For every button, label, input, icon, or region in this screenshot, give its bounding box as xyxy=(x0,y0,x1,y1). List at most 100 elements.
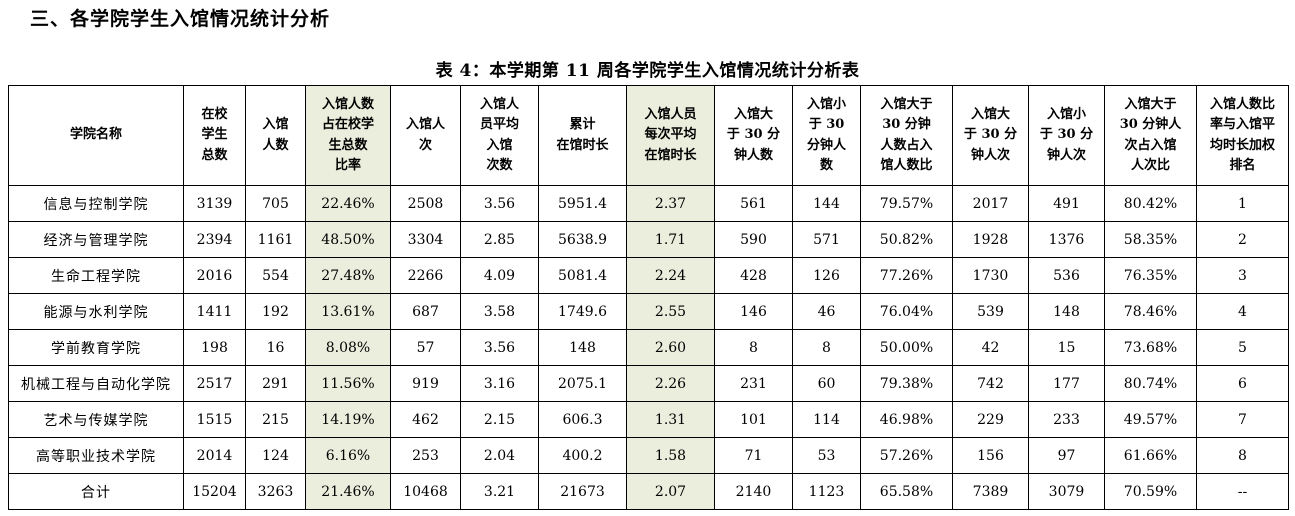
data-cell: 606.3 xyxy=(538,401,627,438)
data-cell: 2.55 xyxy=(626,293,715,330)
data-cell: 3263 xyxy=(245,473,306,510)
data-cell: 571 xyxy=(792,221,861,258)
data-cell: 46 xyxy=(792,293,861,330)
data-cell: 3304 xyxy=(390,221,461,258)
column-header: 在校 学生 总数 xyxy=(183,85,246,186)
data-cell: 73.68% xyxy=(1104,329,1197,366)
data-cell: 16 xyxy=(245,329,306,366)
data-cell: 5951.4 xyxy=(538,185,627,222)
data-cell: 229 xyxy=(952,401,1029,438)
library-entry-stats-table: 学院名称 在校 学生 总数 入馆 人数 入馆人数 占在校学 生总数 比率 入馆人 次入馆… xyxy=(8,85,1289,510)
data-cell: 101 xyxy=(714,401,793,438)
data-cell: 5 xyxy=(1196,329,1289,366)
data-cell: 65.58% xyxy=(860,473,953,510)
college-name-cell: 合计 xyxy=(8,473,184,510)
data-cell: 61.66% xyxy=(1104,437,1197,474)
data-cell: 8.08% xyxy=(305,329,391,366)
data-cell: 2075.1 xyxy=(538,365,627,402)
data-cell: 124 xyxy=(245,437,306,474)
data-cell: 48.50% xyxy=(305,221,391,258)
data-cell: 3.21 xyxy=(460,473,539,510)
table-row: 艺术与传媒学院 1515 215 14.19% 462 2.15 606.3 1.31 101 1… xyxy=(8,401,1289,438)
data-cell: 58.35% xyxy=(1104,221,1197,258)
data-cell: 1.58 xyxy=(626,437,715,474)
table-caption: 表 4：本学期第 11 周各学院学生入馆情况统计分析表 xyxy=(435,61,860,81)
data-cell: 2.60 xyxy=(626,329,715,366)
college-name-cell: 信息与控制学院 xyxy=(8,185,184,222)
data-cell: 428 xyxy=(714,257,793,294)
data-cell: 114 xyxy=(792,401,861,438)
table-row: 学前教育学院 198 16 8.08% 57 3.56 148 2.60 8 8 50.00% 42 1… xyxy=(8,329,1289,366)
college-name-cell: 生命工程学院 xyxy=(8,257,184,294)
data-cell: 231 xyxy=(714,365,793,402)
data-cell: 42 xyxy=(952,329,1029,366)
data-cell: 15204 xyxy=(183,473,246,510)
table-row: 经济与管理学院 2394 1161 48.50% 3304 2.85 5638.9 1.71 5… xyxy=(8,221,1289,258)
data-cell: 2517 xyxy=(183,365,246,402)
data-cell: 7 xyxy=(1196,401,1289,438)
data-cell: 21.46% xyxy=(305,473,391,510)
table-body: 信息与控制学院 3139 705 22.46% 2508 3.56 5951.4 2.37 56… xyxy=(8,185,1289,510)
data-cell: 3.56 xyxy=(460,185,539,222)
section-title: 三、各学院学生入馆情况统计分析 xyxy=(30,8,331,30)
data-cell: 1749.6 xyxy=(538,293,627,330)
data-cell: 8 xyxy=(714,329,793,366)
data-cell: 1928 xyxy=(952,221,1029,258)
data-cell: 590 xyxy=(714,221,793,258)
college-name-cell: 艺术与传媒学院 xyxy=(8,401,184,438)
data-cell: 71 xyxy=(714,437,793,474)
data-cell: 2017 xyxy=(952,185,1029,222)
data-cell: 215 xyxy=(245,401,306,438)
data-cell: 148 xyxy=(1028,293,1105,330)
data-cell: 2.04 xyxy=(460,437,539,474)
college-name-cell: 机械工程与自动化学院 xyxy=(8,365,184,402)
data-cell: 80.74% xyxy=(1104,365,1197,402)
data-cell: 46.98% xyxy=(860,401,953,438)
column-header: 入馆小 于 30 分 钟人次 xyxy=(1028,85,1105,186)
column-header: 入馆大于 30 分钟 人数占入 馆人数比 xyxy=(860,85,953,186)
table-row: 高等职业技术学院 2014 124 6.16% 253 2.04 400.2 1.58 71 53… xyxy=(8,437,1289,474)
data-cell: 705 xyxy=(245,185,306,222)
data-cell: 2266 xyxy=(390,257,461,294)
data-cell: 3139 xyxy=(183,185,246,222)
data-cell: 4 xyxy=(1196,293,1289,330)
column-header: 入馆小 于 30 分钟人 数 xyxy=(792,85,861,186)
data-cell: 77.26% xyxy=(860,257,953,294)
column-header: 入馆人 次 xyxy=(390,85,461,186)
data-cell: 126 xyxy=(792,257,861,294)
data-cell: 156 xyxy=(952,437,1029,474)
data-cell: 3 xyxy=(1196,257,1289,294)
data-cell: 687 xyxy=(390,293,461,330)
column-header: 入馆大 于 30 分 钟人数 xyxy=(714,85,793,186)
data-cell: 2394 xyxy=(183,221,246,258)
data-cell: 60 xyxy=(792,365,861,402)
data-cell: 144 xyxy=(792,185,861,222)
data-cell: 76.35% xyxy=(1104,257,1197,294)
data-cell: 1.31 xyxy=(626,401,715,438)
data-cell: 97 xyxy=(1028,437,1105,474)
data-cell: 198 xyxy=(183,329,246,366)
data-cell: 50.82% xyxy=(860,221,953,258)
data-cell: 400.2 xyxy=(538,437,627,474)
data-cell: 3.16 xyxy=(460,365,539,402)
column-header: 入馆大于 30 分钟人 次占入馆 人次比 xyxy=(1104,85,1197,186)
data-cell: 11.56% xyxy=(305,365,391,402)
column-header: 入馆人 员平均 入馆 次数 xyxy=(460,85,539,186)
table-row: 信息与控制学院 3139 705 22.46% 2508 3.56 5951.4 2.37 56… xyxy=(8,185,1289,222)
data-cell: 2014 xyxy=(183,437,246,474)
data-cell: 70.59% xyxy=(1104,473,1197,510)
table-row: 机械工程与自动化学院 2517 291 11.56% 919 3.16 2075.1 2.26… xyxy=(8,365,1289,402)
data-cell: 561 xyxy=(714,185,793,222)
data-cell: 13.61% xyxy=(305,293,391,330)
data-cell: 1376 xyxy=(1028,221,1105,258)
data-cell: 539 xyxy=(952,293,1029,330)
total-row: 合计 15204 3263 21.46% 10468 3.21 21673 2.07 2140 1… xyxy=(8,473,1289,510)
data-cell: 7389 xyxy=(952,473,1029,510)
column-header: 入馆人数 占在校学 生总数 比率 xyxy=(305,85,391,186)
data-cell: 2.07 xyxy=(626,473,715,510)
data-cell: 1123 xyxy=(792,473,861,510)
data-cell: 57.26% xyxy=(860,437,953,474)
data-cell: 2.85 xyxy=(460,221,539,258)
data-cell: 554 xyxy=(245,257,306,294)
